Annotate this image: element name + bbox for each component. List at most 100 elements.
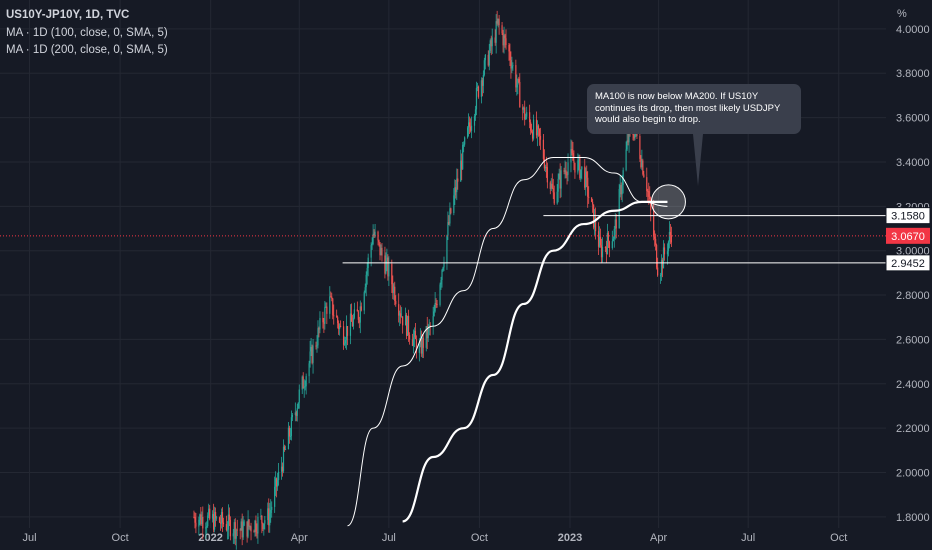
legend-title[interactable]: US10Y-JP10Y, 1D, TVC bbox=[6, 9, 130, 21]
candle-body bbox=[546, 167, 548, 183]
candle-body bbox=[373, 233, 375, 236]
candle-body bbox=[233, 522, 235, 534]
candle-body bbox=[226, 529, 229, 531]
candle-body bbox=[198, 519, 200, 527]
candle-body bbox=[332, 298, 334, 316]
candle-body bbox=[200, 514, 202, 524]
candle-body bbox=[552, 188, 554, 193]
candle-body bbox=[366, 268, 368, 275]
candle-body bbox=[427, 326, 429, 339]
candle-body bbox=[614, 219, 616, 229]
candle-body bbox=[489, 40, 491, 52]
candle-body bbox=[660, 259, 663, 276]
candle-body bbox=[440, 279, 442, 285]
candle-body bbox=[201, 516, 203, 524]
candle-body bbox=[199, 514, 201, 520]
candle-body bbox=[443, 263, 445, 268]
candle-body bbox=[455, 187, 457, 193]
candle-body bbox=[667, 241, 670, 252]
candle-body bbox=[277, 471, 280, 481]
candle-body bbox=[516, 84, 518, 88]
candle-body bbox=[227, 514, 229, 530]
candle-body bbox=[474, 109, 477, 117]
candle-body bbox=[222, 522, 225, 525]
candle-body bbox=[370, 245, 372, 258]
candle-body bbox=[432, 316, 434, 327]
candle-body bbox=[661, 259, 664, 269]
x-tick-label: Apr bbox=[650, 532, 667, 544]
candle-body bbox=[202, 516, 204, 529]
candle-body bbox=[378, 240, 380, 243]
candle-body bbox=[515, 65, 517, 88]
candle-body bbox=[498, 18, 500, 26]
candle-body bbox=[422, 337, 424, 348]
candle-body bbox=[640, 158, 642, 168]
candle-body bbox=[475, 87, 478, 110]
candle-body bbox=[236, 529, 238, 531]
candle-body bbox=[613, 228, 615, 239]
candle-body bbox=[571, 148, 573, 153]
legend-ma100[interactable]: MA · 1D (100, close, 0, SMA, 5) bbox=[6, 27, 168, 39]
candle-body bbox=[294, 412, 296, 415]
candle-body bbox=[220, 512, 223, 524]
candle-body bbox=[604, 247, 607, 249]
annotation-callout[interactable]: MA100 is now below MA200. If US10Y conti… bbox=[587, 84, 801, 134]
legend-ma200[interactable]: MA · 1D (200, close, 0, SMA, 5) bbox=[6, 44, 168, 56]
candle-body bbox=[372, 233, 374, 245]
candle-body bbox=[553, 192, 555, 204]
candle-body bbox=[477, 86, 480, 97]
candle-body bbox=[254, 520, 256, 533]
level-price-label: 3.1580 bbox=[891, 211, 925, 223]
candle-body bbox=[343, 343, 346, 345]
candle-body bbox=[316, 345, 318, 347]
candle-body bbox=[310, 346, 312, 352]
candle-body bbox=[639, 135, 641, 159]
candle-body bbox=[441, 270, 443, 280]
current-price-label-box bbox=[886, 227, 930, 244]
candle-body bbox=[364, 287, 366, 293]
candle-body bbox=[505, 38, 507, 45]
candle-body bbox=[627, 140, 629, 143]
candle-body bbox=[566, 174, 568, 176]
candle-body bbox=[408, 335, 411, 340]
candle-body bbox=[312, 345, 314, 363]
candle-body bbox=[662, 247, 665, 269]
candle-body bbox=[495, 21, 497, 43]
candle-body bbox=[308, 363, 310, 377]
candle-body bbox=[511, 65, 513, 69]
candle-body bbox=[484, 54, 486, 61]
candle-body bbox=[525, 116, 527, 120]
candle-body bbox=[215, 517, 218, 519]
candle-body bbox=[357, 311, 359, 320]
candle-body bbox=[481, 80, 483, 86]
candle-body bbox=[406, 315, 409, 336]
candle-body bbox=[556, 191, 558, 204]
candle-body bbox=[570, 148, 572, 163]
candle-body bbox=[298, 389, 300, 403]
candle-body bbox=[339, 325, 341, 330]
callout-pointer bbox=[693, 134, 703, 186]
candle-body bbox=[612, 238, 614, 242]
candle-body bbox=[538, 128, 541, 136]
candle-body bbox=[598, 236, 601, 247]
candle-body bbox=[240, 521, 242, 531]
candle-body bbox=[668, 231, 671, 242]
candle-body bbox=[392, 284, 394, 293]
candle-body bbox=[388, 263, 390, 277]
x-tick-label: 2022 bbox=[198, 532, 222, 544]
candle-body bbox=[413, 330, 416, 338]
candle-body bbox=[448, 222, 450, 224]
candle-body bbox=[205, 527, 207, 529]
candle-body bbox=[503, 35, 505, 46]
candle-body bbox=[490, 40, 492, 47]
ma200-line bbox=[402, 200, 668, 523]
candle-body bbox=[606, 232, 609, 254]
candle-body bbox=[508, 44, 510, 52]
candle-body bbox=[648, 191, 650, 197]
candle-body bbox=[650, 199, 652, 211]
candle-body bbox=[338, 323, 340, 330]
candle-body bbox=[234, 522, 236, 539]
candle-body bbox=[351, 321, 354, 327]
candle-body bbox=[526, 112, 528, 117]
